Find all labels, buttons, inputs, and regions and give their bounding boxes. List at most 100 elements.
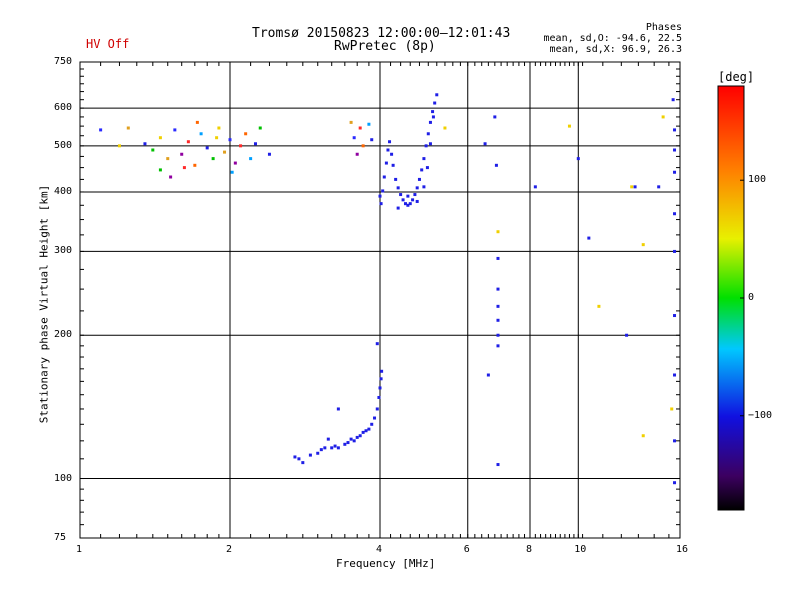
data-point bbox=[673, 170, 677, 174]
data-point bbox=[211, 157, 215, 161]
data-point bbox=[411, 198, 415, 202]
phase-stats-o: mean, sd,O: -94.6, 22.5 bbox=[543, 33, 682, 44]
data-point bbox=[199, 132, 203, 136]
data-point bbox=[319, 448, 323, 452]
data-point bbox=[158, 136, 162, 140]
y-axis-label: Stationary phase Virtual Height [km] bbox=[37, 184, 51, 424]
colorbar bbox=[717, 85, 745, 511]
data-point bbox=[401, 198, 405, 202]
data-point bbox=[496, 463, 500, 467]
data-point bbox=[358, 126, 362, 130]
data-point bbox=[349, 120, 353, 124]
y-tick-label: 400 bbox=[54, 185, 73, 197]
data-point bbox=[435, 93, 439, 97]
data-point bbox=[382, 175, 386, 179]
data-point bbox=[355, 152, 359, 156]
data-point bbox=[403, 202, 407, 206]
data-point bbox=[151, 148, 155, 152]
data-point bbox=[99, 128, 103, 132]
data-point bbox=[244, 132, 248, 136]
data-point bbox=[483, 142, 487, 146]
data-point bbox=[297, 457, 301, 461]
data-point bbox=[355, 435, 359, 439]
data-point bbox=[301, 461, 305, 465]
hv-status-label: HV Off bbox=[86, 37, 130, 51]
data-point bbox=[143, 142, 147, 146]
data-point bbox=[496, 344, 500, 348]
data-point bbox=[496, 318, 500, 322]
data-point bbox=[417, 177, 421, 181]
y-tick-label: 500 bbox=[54, 139, 73, 151]
data-point bbox=[195, 120, 199, 124]
data-point bbox=[361, 430, 365, 434]
x-axis-label: Frequency [MHz] bbox=[336, 557, 436, 570]
data-point bbox=[493, 115, 497, 119]
data-point bbox=[496, 256, 500, 260]
data-point bbox=[630, 185, 634, 189]
data-point bbox=[326, 437, 330, 441]
colorbar-tick-label: −100 bbox=[748, 409, 773, 421]
phase-stats: Phases mean, sd,O: -94.6, 22.5 mean, sd,… bbox=[544, 22, 682, 55]
data-point bbox=[217, 126, 221, 130]
data-point bbox=[496, 333, 500, 337]
data-point bbox=[673, 439, 677, 443]
data-point bbox=[267, 152, 271, 156]
data-point bbox=[388, 140, 392, 144]
data-point bbox=[673, 212, 677, 216]
data-point bbox=[399, 193, 403, 197]
data-point bbox=[422, 185, 426, 189]
data-point bbox=[673, 148, 677, 152]
x-tick-label: 1 bbox=[76, 544, 83, 555]
data-point bbox=[406, 203, 410, 207]
data-point bbox=[426, 132, 430, 136]
data-point bbox=[496, 230, 500, 234]
data-point bbox=[431, 110, 435, 114]
data-points bbox=[99, 93, 677, 485]
data-point bbox=[443, 126, 447, 130]
data-point bbox=[391, 163, 395, 167]
data-point bbox=[316, 451, 320, 455]
data-point bbox=[180, 152, 184, 156]
grid-lines bbox=[80, 62, 680, 538]
x-tick-label: 6 bbox=[463, 544, 470, 555]
data-point bbox=[367, 122, 371, 126]
data-point bbox=[673, 128, 677, 132]
data-point bbox=[352, 439, 356, 443]
data-point bbox=[169, 175, 173, 179]
y-tick-label: 300 bbox=[54, 245, 73, 257]
x-tick-label: 16 bbox=[676, 544, 689, 555]
data-point bbox=[308, 453, 312, 457]
plot-frame bbox=[79, 61, 681, 539]
data-point bbox=[158, 168, 162, 172]
data-point bbox=[394, 177, 398, 181]
data-point bbox=[567, 124, 571, 128]
data-point bbox=[173, 128, 177, 132]
colorbar-ticks bbox=[740, 179, 744, 417]
data-point bbox=[433, 101, 437, 105]
data-point bbox=[330, 446, 334, 450]
phase-stats-x: mean, sd,X: 96.9, 26.3 bbox=[549, 44, 682, 55]
colorbar-title: [deg] bbox=[718, 70, 755, 84]
data-point bbox=[396, 206, 400, 210]
data-point bbox=[424, 144, 428, 148]
data-point bbox=[258, 126, 262, 130]
data-point bbox=[661, 115, 665, 119]
data-point bbox=[361, 144, 365, 148]
data-point bbox=[428, 120, 432, 124]
y-tick-label: 200 bbox=[54, 329, 73, 341]
data-point bbox=[431, 115, 435, 119]
data-point bbox=[230, 170, 234, 174]
data-point bbox=[671, 98, 675, 102]
x-tick-label: 8 bbox=[526, 544, 533, 555]
data-point bbox=[415, 199, 419, 203]
data-point bbox=[205, 146, 209, 150]
data-point bbox=[625, 333, 629, 337]
axis-ticks bbox=[80, 62, 680, 538]
data-point bbox=[390, 152, 394, 156]
x-tick-label: 4 bbox=[376, 544, 383, 555]
data-point bbox=[496, 287, 500, 291]
data-point bbox=[384, 161, 388, 165]
chart-subtitle: RwPretec (8p) bbox=[334, 39, 436, 54]
data-point bbox=[223, 150, 227, 154]
